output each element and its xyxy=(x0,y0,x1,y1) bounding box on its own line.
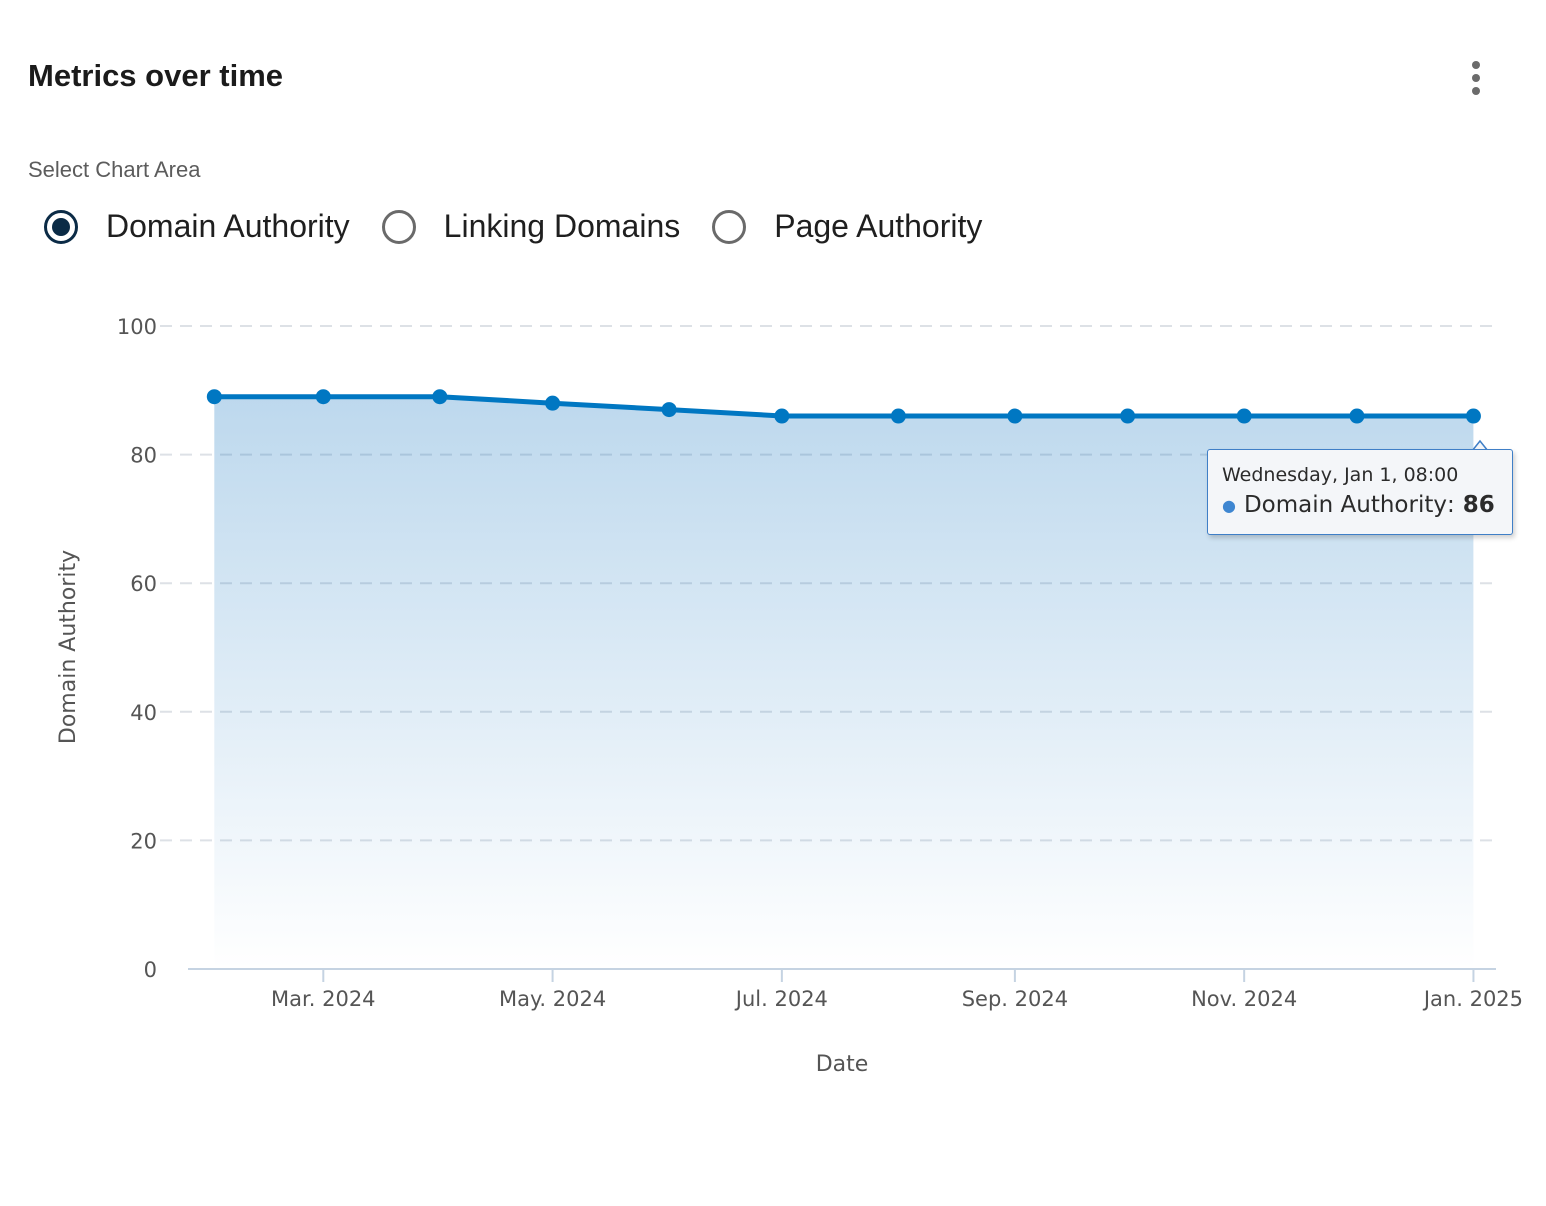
x-tick-label: Jul. 2024 xyxy=(734,987,828,1011)
menu-dot xyxy=(1472,74,1480,82)
data-point xyxy=(1120,408,1136,424)
data-point xyxy=(545,395,561,411)
x-tick-label: Nov. 2024 xyxy=(1191,987,1297,1011)
radio-option-page-authority[interactable]: Page Authority xyxy=(712,208,982,245)
chart-tooltip: Wednesday, Jan 1, 08:00 ● Domain Authori… xyxy=(1207,449,1513,535)
tooltip-series-row: ● Domain Authority: 86 xyxy=(1222,492,1495,518)
data-point xyxy=(315,389,331,405)
data-point xyxy=(1465,408,1481,424)
tooltip-value: 86 xyxy=(1462,492,1495,518)
data-point xyxy=(774,408,790,424)
select-chart-area-label: Select Chart Area xyxy=(28,157,201,182)
y-tick-label: 100 xyxy=(117,315,157,339)
radio-label: Linking Domains xyxy=(443,208,681,244)
data-point xyxy=(1007,408,1023,424)
data-point xyxy=(1236,408,1252,424)
radio-button-checked[interactable] xyxy=(44,209,78,244)
data-point xyxy=(1349,408,1365,424)
x-axis-title: Date xyxy=(816,1052,869,1077)
radio-button[interactable] xyxy=(712,209,747,244)
data-point xyxy=(890,408,906,424)
data-point xyxy=(206,389,222,405)
x-tick-label: May. 2024 xyxy=(499,987,606,1011)
radio-button[interactable] xyxy=(381,209,416,244)
radio-label: Domain Authority xyxy=(106,208,350,244)
y-axis-title: Domain Authority xyxy=(56,550,81,744)
series-line xyxy=(214,394,1474,419)
x-tick-label: Sep. 2024 xyxy=(962,987,1068,1011)
y-tick-label: 20 xyxy=(130,829,157,853)
radio-label: Page Authority xyxy=(774,208,983,244)
x-tick-label: Jan. 2025 xyxy=(1422,987,1523,1011)
data-point xyxy=(661,402,677,418)
data-point xyxy=(432,389,448,405)
menu-dot xyxy=(1472,87,1480,95)
radio-option-domain-authority[interactable]: Domain Authority xyxy=(44,208,350,245)
y-tick-label: 40 xyxy=(130,701,157,725)
radio-option-linking-domains[interactable]: Linking Domains xyxy=(381,208,681,245)
chart-area-radio-group: Domain Authority Linking Domains Page Au… xyxy=(44,208,1014,245)
tooltip-date: Wednesday, Jan 1, 08:00 xyxy=(1222,464,1459,486)
x-tick-label: Mar. 2024 xyxy=(271,987,376,1011)
chart-card-title: Metrics over time xyxy=(28,58,283,93)
more-vertical-icon[interactable] xyxy=(1458,56,1494,100)
tooltip-series-name: Domain Authority xyxy=(1243,492,1447,518)
series-area xyxy=(214,396,1474,969)
y-tick-label: 80 xyxy=(130,444,157,468)
menu-dot xyxy=(1472,61,1480,69)
y-tick-label: 0 xyxy=(144,958,157,982)
series-bullet-icon: ● xyxy=(1222,495,1236,515)
y-tick-label: 60 xyxy=(130,572,157,596)
